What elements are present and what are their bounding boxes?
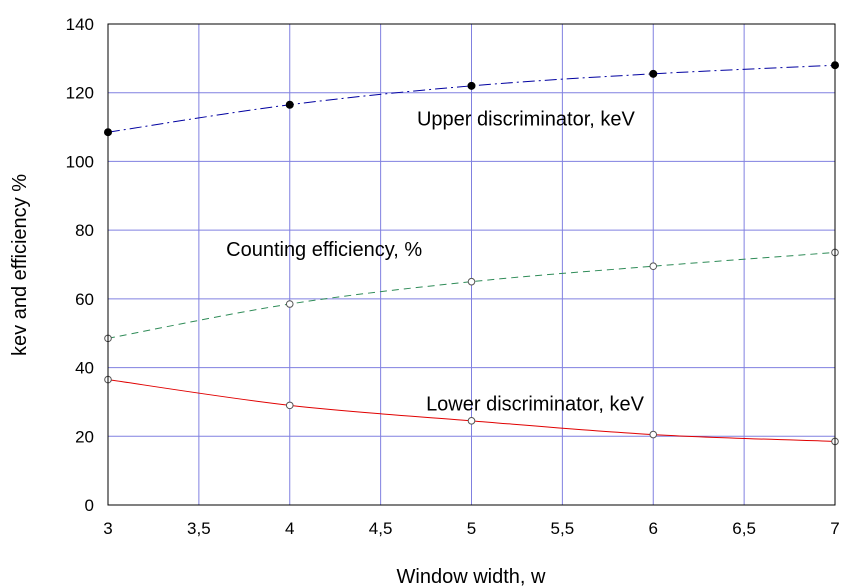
data-point bbox=[649, 69, 658, 78]
y-tick-label: 100 bbox=[66, 152, 94, 171]
y-axis-title: kev and efficiency % bbox=[9, 174, 31, 356]
y-tick-label: 20 bbox=[75, 427, 94, 446]
series-line bbox=[107, 64, 836, 133]
y-tick-label: 0 bbox=[85, 496, 94, 515]
series-annotation: Lower discriminator, keV bbox=[426, 394, 645, 416]
data-point bbox=[649, 262, 658, 271]
data-point bbox=[285, 300, 294, 308]
y-tick-label: 140 bbox=[66, 15, 94, 34]
y-tick-label: 80 bbox=[75, 221, 94, 240]
x-tick-label: 4 bbox=[285, 519, 294, 538]
y-tick-label: 60 bbox=[75, 290, 94, 309]
x-tick-label: 6 bbox=[649, 519, 658, 538]
grid bbox=[107, 23, 836, 506]
series-annotation: Upper discriminator, keV bbox=[417, 108, 636, 130]
series-line bbox=[107, 251, 836, 339]
data-point bbox=[467, 277, 476, 286]
plot-frame bbox=[107, 23, 836, 506]
x-tick-label: 5,5 bbox=[551, 519, 575, 538]
data-point bbox=[467, 417, 476, 425]
x-tick-label: 4,5 bbox=[369, 519, 393, 538]
x-tick-label: 6,5 bbox=[732, 519, 756, 538]
x-tick-label: 3,5 bbox=[187, 519, 211, 538]
data-points bbox=[104, 61, 839, 446]
x-axis-title: Window width, w bbox=[397, 566, 546, 587]
series-annotation: Counting efficiency, % bbox=[226, 239, 422, 261]
data-point bbox=[467, 81, 476, 90]
data-point bbox=[285, 401, 294, 410]
annotations: Upper discriminator, keV Counting efficie… bbox=[226, 108, 644, 415]
data-point bbox=[285, 100, 294, 109]
data-point bbox=[649, 430, 658, 439]
x-tick-label: 3 bbox=[103, 519, 112, 538]
tick-labels: 3 3,5 4 4,5 5 5,5 6 6,5 7 0 20 40 60 80 100 120 140 bbox=[66, 15, 840, 538]
x-tick-label: 7 bbox=[830, 519, 839, 538]
x-tick-label: 5 bbox=[467, 519, 476, 538]
y-tick-label: 40 bbox=[75, 359, 94, 378]
y-tick-label: 120 bbox=[66, 84, 94, 103]
